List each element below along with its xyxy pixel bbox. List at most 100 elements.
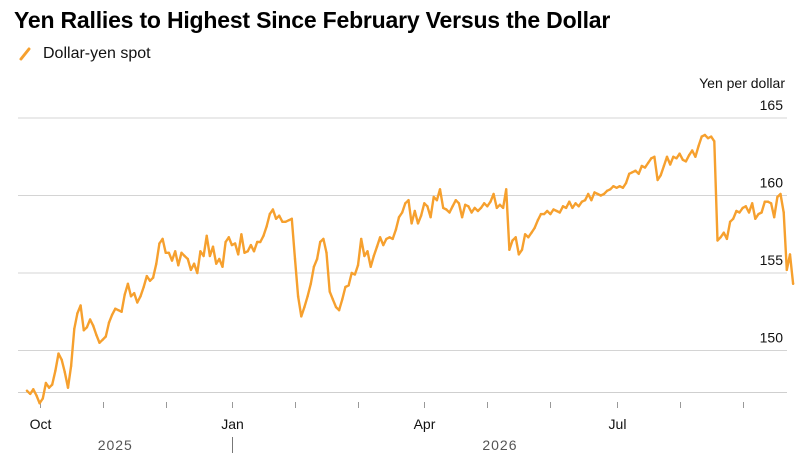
data-point <box>788 253 792 256</box>
data-point <box>208 254 212 258</box>
data-point <box>583 199 587 202</box>
data-point <box>464 203 467 206</box>
data-point <box>397 216 401 219</box>
data-point <box>177 264 180 267</box>
data-point <box>681 158 684 161</box>
data-point <box>710 135 713 138</box>
data-point <box>170 259 174 262</box>
data-point <box>85 326 89 329</box>
data-point <box>722 231 725 234</box>
data-point <box>716 239 719 242</box>
data-point <box>766 200 770 203</box>
data-point <box>628 172 631 175</box>
data-point <box>719 236 722 239</box>
data-point <box>773 216 776 219</box>
data-point <box>92 324 95 327</box>
data-point <box>139 295 142 298</box>
data-point <box>546 209 549 213</box>
data-point <box>240 233 243 236</box>
data-point <box>114 307 117 310</box>
data-point <box>287 219 290 222</box>
data-point <box>656 178 659 182</box>
series-line-0 <box>25 133 795 405</box>
data-point <box>536 219 539 222</box>
y-tick-label: 150 <box>760 330 784 346</box>
data-point <box>221 265 224 268</box>
data-point <box>290 217 293 220</box>
data-point <box>325 251 328 254</box>
data-point <box>703 133 707 137</box>
data-point <box>407 199 410 202</box>
data-point <box>120 310 123 313</box>
data-point <box>95 333 98 337</box>
data-point <box>520 248 524 251</box>
data-point <box>684 160 688 163</box>
data-point <box>643 166 647 169</box>
data-point <box>136 301 139 304</box>
data-point <box>262 234 265 237</box>
data-point <box>659 174 662 177</box>
data-point <box>101 338 104 341</box>
data-point <box>776 195 779 199</box>
data-point <box>552 208 555 211</box>
data-point <box>700 135 703 138</box>
data-point <box>205 234 208 237</box>
data-point <box>161 237 164 241</box>
data-point <box>233 242 237 245</box>
data-point <box>353 273 357 276</box>
data-point <box>344 285 347 289</box>
data-point <box>561 205 565 208</box>
data-point <box>192 262 196 265</box>
data-point <box>126 282 130 285</box>
data-point <box>568 200 571 203</box>
data-point <box>728 220 732 223</box>
data-point <box>473 206 476 210</box>
legend: Dollar-yen spot <box>18 44 151 64</box>
data-point <box>751 202 754 205</box>
data-point <box>337 309 341 312</box>
data-point <box>155 262 158 265</box>
data-point <box>442 206 445 210</box>
data-point <box>306 295 309 298</box>
data-point <box>517 253 520 256</box>
data-point <box>476 209 480 213</box>
data-point <box>665 155 669 158</box>
data-point <box>508 248 511 251</box>
data-point <box>110 313 114 316</box>
x-year-label: 2025 <box>98 437 133 453</box>
data-point <box>457 202 461 205</box>
data-point <box>391 237 394 241</box>
data-point <box>322 237 325 241</box>
data-point <box>599 194 602 197</box>
data-point <box>199 250 202 253</box>
data-point <box>555 209 558 213</box>
data-point <box>35 394 38 397</box>
data-point <box>104 335 108 338</box>
data-point <box>687 154 691 157</box>
data-point <box>564 206 568 210</box>
data-point <box>451 205 454 208</box>
data-point <box>296 295 300 298</box>
data-point <box>38 402 41 405</box>
data-point <box>44 381 48 385</box>
data-point <box>246 250 249 253</box>
data-point <box>117 309 120 312</box>
data-point <box>334 305 338 309</box>
data-point <box>237 253 240 256</box>
data-point <box>416 222 420 225</box>
data-point <box>32 388 35 391</box>
y-tick-label: 165 <box>760 97 784 113</box>
data-point <box>123 293 126 296</box>
data-point <box>757 212 760 216</box>
data-point <box>429 216 432 219</box>
data-point <box>527 236 530 239</box>
data-point <box>624 181 628 185</box>
x-tick-label: Jul <box>609 416 627 432</box>
data-point <box>454 199 457 202</box>
data-point <box>653 155 656 158</box>
data-point <box>133 292 136 295</box>
data-point <box>360 237 363 241</box>
data-point <box>268 212 271 216</box>
data-point <box>747 211 751 214</box>
